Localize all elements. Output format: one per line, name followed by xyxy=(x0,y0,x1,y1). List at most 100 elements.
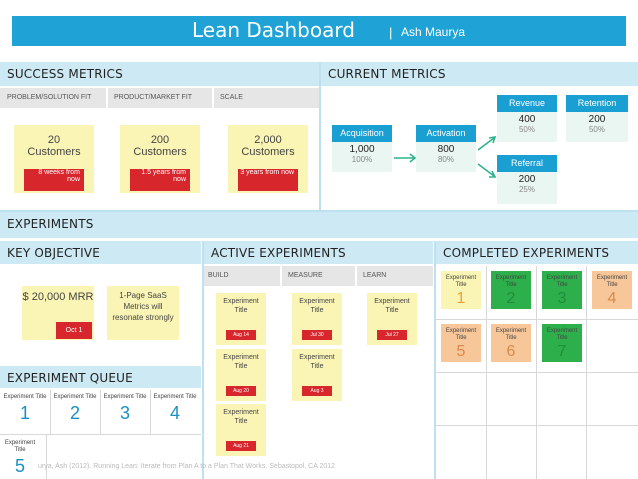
experiment-number: 1 xyxy=(19,403,30,423)
experiment-date: Aug 21 xyxy=(226,441,256,451)
success-metrics-header: SUCCESS METRICS xyxy=(0,62,319,86)
metric-number: 1,000 xyxy=(349,144,375,155)
experiment-number: 2 xyxy=(506,290,516,307)
timeline-tag: 3 years from now xyxy=(238,169,298,191)
experiment-title: Experiment Title xyxy=(445,275,477,288)
completed-experiments-grid xyxy=(436,266,638,479)
timeline-tag: 1.5 years from now xyxy=(130,169,190,191)
column-problem-solution-fit: PROBLEM/SOLUTION FIT xyxy=(7,94,92,101)
revenue-label: Revenue xyxy=(497,95,557,112)
experiment-number: 5 xyxy=(14,456,25,476)
grid-line xyxy=(46,434,47,479)
arrow-head xyxy=(489,170,497,178)
success-metrics-columns: PROBLEM/SOLUTION FIT PRODUCT/MARKET FIT … xyxy=(0,88,319,108)
completed-experiment-card[interactable]: Experiment Title 4 xyxy=(592,271,632,309)
grid-line xyxy=(436,372,638,373)
experiment-title: Experiment Title xyxy=(299,298,335,314)
experiment-number: 6 xyxy=(506,343,516,360)
current-metrics-title: CURRENT METRICS xyxy=(328,67,446,81)
header-banner: Lean Dashboard | Ash Maurya xyxy=(0,0,638,47)
metric-number: 200 xyxy=(588,114,606,125)
divider xyxy=(212,88,214,208)
experiment-date: Aug 14 xyxy=(226,330,256,340)
grid-line xyxy=(436,319,638,320)
retention-value: 200 50% xyxy=(566,112,628,142)
divider xyxy=(280,266,282,462)
active-experiment-card[interactable]: Experiment Title Aug 20 xyxy=(216,349,266,401)
timeline-tag: 8 weeks from now xyxy=(24,169,84,191)
objective-date-tag: Oct 1 xyxy=(56,322,92,339)
completed-experiment-card[interactable]: Experiment Title 1 xyxy=(441,271,481,309)
citation: urya, Ash (2012). Running Lean: Iterate … xyxy=(38,463,336,470)
experiment-number: 1 xyxy=(456,290,466,307)
divider xyxy=(0,210,638,212)
experiment-number: 7 xyxy=(557,343,567,360)
divider xyxy=(319,62,321,210)
completed-experiment-card[interactable]: Experiment Title 2 xyxy=(491,271,531,309)
experiment-title: Experiment Title xyxy=(495,328,527,341)
column-scale: SCALE xyxy=(220,94,243,101)
completed-experiments-header: COMPLETED EXPERIMENTS xyxy=(436,241,638,264)
active-experiment-card[interactable]: Experiment Title Jul 27 xyxy=(367,293,417,345)
experiment-title: Experiment Title xyxy=(596,275,628,288)
card-value: 20 xyxy=(47,134,61,146)
funnel-arrows xyxy=(394,135,497,178)
experiment-queue-header: EXPERIMENT QUEUE xyxy=(0,366,201,388)
experiment-title: Experiment Title xyxy=(546,275,578,288)
success-metrics-title: SUCCESS METRICS xyxy=(7,67,123,81)
queue-item[interactable]: Experiment Title 4 xyxy=(152,390,198,432)
column-product-market-fit: PRODUCT/MARKET FIT xyxy=(114,94,193,101)
arrow-head xyxy=(409,153,417,163)
key-objective-title: KEY OBJECTIVE xyxy=(7,246,101,260)
experiment-queue-title: EXPERIMENT QUEUE xyxy=(7,371,133,385)
title-separator: | xyxy=(389,25,393,40)
arrow-head xyxy=(488,135,497,144)
queue-item[interactable]: Experiment Title 1 xyxy=(2,390,48,432)
grid-line xyxy=(100,390,101,434)
active-experiment-columns: BUILD MEASURE LEARN xyxy=(204,266,433,286)
metric-percent: 80% xyxy=(437,155,454,164)
acquisition-value: 1,000 100% xyxy=(332,142,392,172)
timeline-text: 8 weeks from now xyxy=(38,169,80,183)
completed-experiments-title: COMPLETED EXPERIMENTS xyxy=(443,246,610,260)
experiment-title: Experiment Title xyxy=(299,354,335,370)
grid-line xyxy=(50,390,51,434)
active-experiment-card[interactable]: Experiment Title Aug 3 xyxy=(292,349,342,401)
column-learn: LEARN xyxy=(363,272,387,279)
active-experiment-card[interactable]: Experiment Title Aug 21 xyxy=(216,404,266,456)
objective-goal: $ 20,000 MRR xyxy=(22,291,94,303)
experiment-title: Experiment Title xyxy=(223,354,259,370)
metric-number: 200 xyxy=(518,174,536,185)
key-objective-header: KEY OBJECTIVE xyxy=(0,241,201,264)
metric-percent: 100% xyxy=(351,155,373,164)
title-bar: Lean Dashboard | Ash Maurya xyxy=(12,16,626,46)
experiment-title: Experiment Title xyxy=(445,328,477,341)
card-value: 200 xyxy=(150,134,170,146)
retention-label: Retention xyxy=(566,95,628,112)
completed-experiment-card[interactable]: Experiment Title 7 xyxy=(542,324,582,362)
experiment-number: 2 xyxy=(69,403,80,423)
queue-item[interactable]: Experiment Title 3 xyxy=(102,390,148,432)
queue-item[interactable]: Experiment Title 2 xyxy=(52,390,98,432)
experiment-title: Experiment Title xyxy=(374,298,410,314)
current-metrics-header: CURRENT METRICS xyxy=(321,62,638,86)
activation-value: 800 80% xyxy=(416,142,476,172)
acquisition-label: Acquisition xyxy=(332,125,392,142)
active-experiment-card[interactable]: Experiment Title Aug 14 xyxy=(216,293,266,345)
completed-experiment-card[interactable]: Experiment Title 3 xyxy=(542,271,582,309)
completed-experiment-card[interactable]: Experiment Title 5 xyxy=(441,324,481,362)
grid-line xyxy=(436,425,638,426)
metric-number: 400 xyxy=(518,114,536,125)
active-experiments-title: ACTIVE EXPERIMENTS xyxy=(211,246,346,260)
experiment-title: Experiment Title xyxy=(153,394,197,400)
experiments-title: EXPERIMENTS xyxy=(7,217,94,231)
grid-line xyxy=(0,434,201,435)
experiment-title: Experiment Title xyxy=(3,394,47,400)
completed-experiment-card[interactable]: Experiment Title 6 xyxy=(491,324,531,362)
queue-item[interactable]: Experiment Title 5 xyxy=(0,436,40,478)
revenue-value: 400 50% xyxy=(497,112,557,142)
metric-percent: 25% xyxy=(518,185,535,194)
metric-percent: 50% xyxy=(518,125,535,134)
dashboard-title: Lean Dashboard xyxy=(192,18,355,42)
active-experiment-card[interactable]: Experiment Title Jul 30 xyxy=(292,293,342,345)
